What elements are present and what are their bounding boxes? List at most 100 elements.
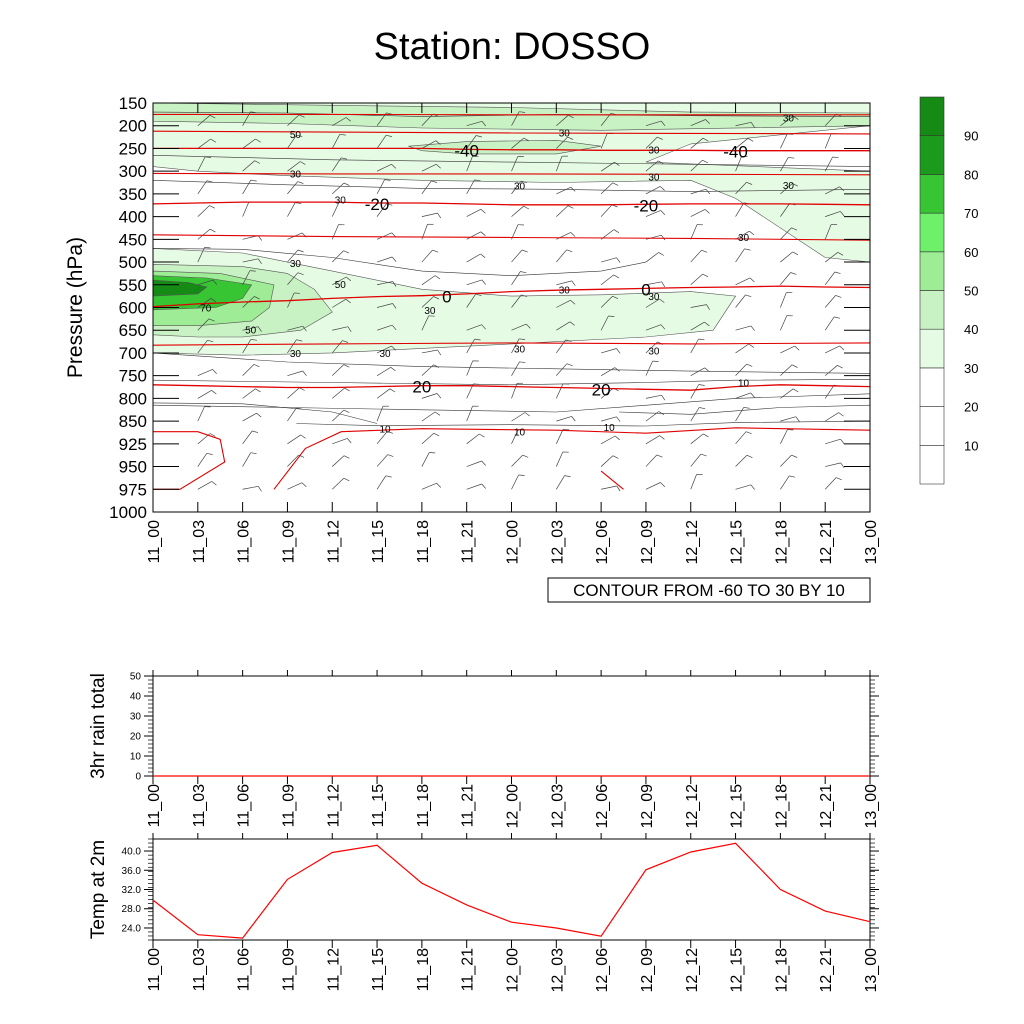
wind-barb bbox=[735, 294, 746, 308]
wind-barb bbox=[601, 416, 617, 422]
wind-barb bbox=[511, 338, 520, 354]
wind-barb-flag bbox=[570, 232, 576, 237]
wind-barb bbox=[735, 156, 742, 172]
wind-barb bbox=[780, 251, 793, 263]
wind-barb bbox=[735, 363, 747, 376]
wind-barb-flag bbox=[437, 349, 442, 356]
contour-note: CONTOUR FROM -60 TO 30 BY 10 bbox=[573, 581, 845, 600]
wind-barb bbox=[555, 451, 564, 467]
wind-barb bbox=[780, 364, 793, 376]
y-tick-label: 28.0 bbox=[122, 904, 142, 915]
humidity-isoline-7 bbox=[296, 420, 870, 427]
wind-barb-flag bbox=[474, 338, 481, 341]
wind-barb-flag bbox=[835, 477, 842, 481]
wind-barb bbox=[511, 111, 520, 126]
wind-barb-flag bbox=[206, 180, 213, 183]
wind-barb-flag bbox=[391, 345, 397, 351]
wind-barb-flag bbox=[658, 160, 664, 165]
wind-barb-flag bbox=[391, 324, 397, 331]
wind-barb-flag bbox=[481, 279, 486, 285]
wind-barb bbox=[735, 230, 750, 240]
wind-barb bbox=[735, 325, 752, 331]
wind-barb-flag bbox=[837, 364, 843, 369]
wind-barb-flag bbox=[613, 274, 620, 279]
wind-barb-flag bbox=[296, 407, 303, 410]
wind-barb-flag bbox=[659, 435, 665, 440]
wind-barb bbox=[197, 298, 212, 308]
wind-barb-flag bbox=[791, 454, 798, 458]
wind-barb-flag bbox=[300, 161, 306, 165]
wind-barb-flag bbox=[612, 295, 619, 300]
wind-barb-flag bbox=[297, 181, 304, 184]
wind-barb bbox=[466, 120, 483, 127]
temperature-contour-3 bbox=[153, 384, 870, 391]
wind-barb-flag bbox=[257, 235, 262, 241]
wind-barb-flag bbox=[787, 429, 794, 431]
x-tick-label: 12_18 bbox=[773, 784, 790, 829]
wind-barb-flag bbox=[519, 338, 526, 340]
wind-barb-flag bbox=[704, 209, 710, 214]
wind-barb bbox=[421, 349, 438, 354]
wind-barb bbox=[645, 324, 662, 331]
wind-barb bbox=[287, 202, 296, 217]
wind-barb bbox=[466, 324, 482, 331]
wind-barb-flag bbox=[616, 485, 621, 492]
wind-barb bbox=[197, 138, 211, 149]
y-tick-label: 550 bbox=[119, 276, 147, 295]
wind-barb-flag bbox=[659, 298, 665, 303]
humidity-contour-label: 10 bbox=[380, 425, 392, 436]
wind-barb-flag bbox=[745, 294, 752, 298]
wind-barb bbox=[376, 367, 391, 376]
wind-barb-flag bbox=[570, 299, 576, 305]
wind-barb bbox=[555, 429, 564, 444]
wind-barb bbox=[735, 392, 751, 399]
wind-barb bbox=[242, 138, 256, 149]
y-tick-label: 50 bbox=[130, 672, 142, 683]
y-tick-label: 650 bbox=[119, 321, 147, 340]
wind-barb-flag bbox=[437, 212, 442, 219]
x-tick-label: 11_15 bbox=[370, 784, 387, 827]
wind-barb bbox=[466, 231, 481, 240]
wind-barb bbox=[287, 249, 299, 263]
wind-barb-flag bbox=[698, 384, 705, 386]
wind-barb bbox=[197, 279, 214, 286]
wind-barb bbox=[332, 250, 344, 263]
wind-barb-flag bbox=[519, 361, 526, 364]
wind-barb-flag bbox=[661, 120, 666, 127]
colorbar-swatch bbox=[919, 406, 945, 446]
wind-barb-flag bbox=[835, 295, 842, 298]
wind-barb-flag bbox=[343, 455, 350, 459]
wind-barb-flag bbox=[519, 111, 526, 113]
x-tick-label: 12_12 bbox=[684, 784, 701, 829]
colorbar-swatch bbox=[919, 135, 945, 175]
wind-barb bbox=[421, 432, 435, 445]
wind-barb-flag bbox=[526, 323, 531, 329]
wind-barb bbox=[780, 157, 789, 172]
wind-barb bbox=[466, 156, 473, 172]
wind-barb bbox=[824, 252, 839, 263]
wind-barb bbox=[780, 116, 794, 127]
y-tick-label: 40.0 bbox=[122, 847, 142, 858]
wind-barb bbox=[197, 406, 205, 422]
wind-barb bbox=[824, 271, 836, 285]
temperature-contour-label: -20 bbox=[365, 195, 390, 214]
wind-barb bbox=[556, 186, 572, 195]
y-tick-label: 300 bbox=[119, 162, 147, 181]
temperature-contour-surface-c bbox=[600, 470, 624, 490]
wind-barb-flag bbox=[479, 433, 485, 438]
wind-barb-flag bbox=[250, 452, 257, 455]
wind-barb bbox=[466, 279, 483, 286]
wind-barb-flag bbox=[254, 296, 260, 300]
temperature-contour-label: -40 bbox=[454, 141, 479, 160]
wind-barb bbox=[690, 367, 705, 376]
wind-barb bbox=[197, 156, 206, 172]
wind-barb-flag bbox=[436, 163, 441, 169]
wind-barb bbox=[287, 181, 298, 195]
x-tick-label: 11_00 bbox=[146, 784, 163, 827]
wind-barb bbox=[242, 201, 250, 217]
wind-barb-flag bbox=[743, 407, 750, 409]
temperature-contour-label: 20 bbox=[412, 378, 431, 397]
wind-barb bbox=[332, 298, 347, 308]
y-tick-label: 24.0 bbox=[122, 923, 142, 934]
humidity-contour-label: 30 bbox=[648, 173, 660, 184]
